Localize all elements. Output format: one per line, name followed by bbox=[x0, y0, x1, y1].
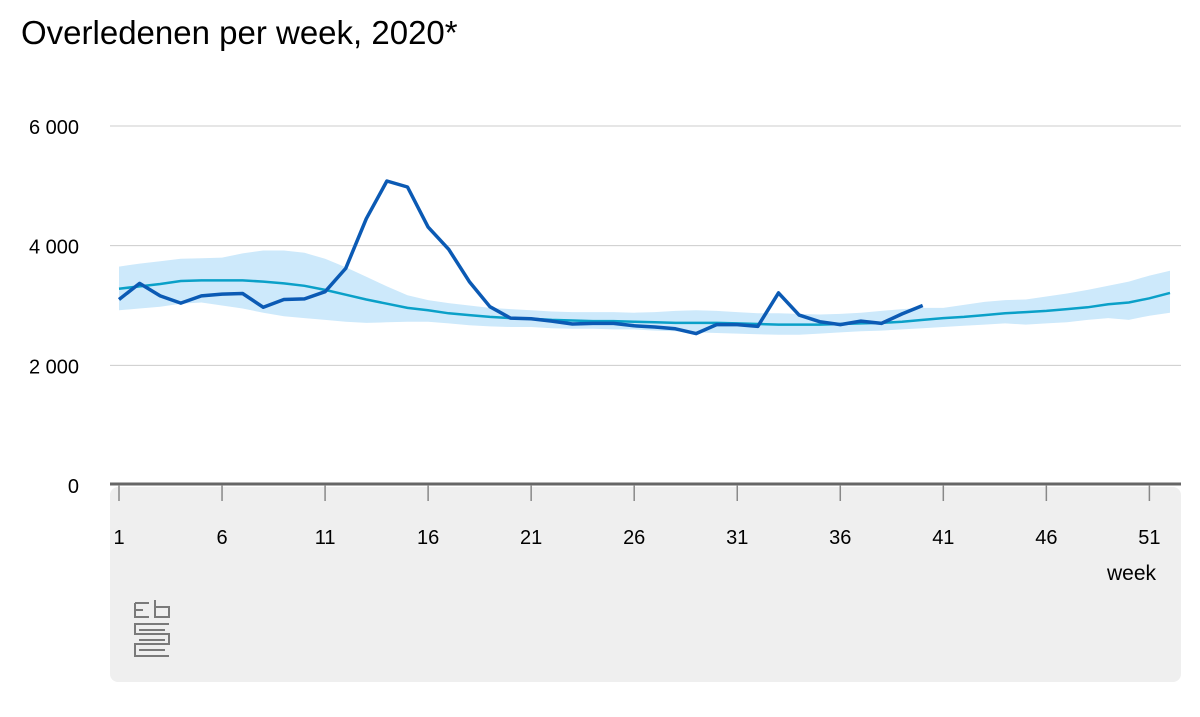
expected-range-band bbox=[119, 250, 1170, 335]
x-tick-label: 51 bbox=[1138, 527, 1160, 549]
y-tick-label: 0 bbox=[68, 476, 79, 498]
x-axis-ticks: 1 6 11 16 21 26 31 36 41 46 51 bbox=[113, 485, 1161, 549]
x-tick-label: 1 bbox=[113, 527, 124, 549]
expected-deaths-line bbox=[118, 279, 1171, 326]
gridlines bbox=[110, 125, 1181, 366]
y-tick-label: 4 000 bbox=[29, 237, 79, 259]
x-tick-label: 31 bbox=[726, 527, 748, 549]
x-tick-label: 6 bbox=[216, 527, 227, 549]
x-axis-label: week bbox=[1106, 562, 1157, 585]
chart-title: Overledenen per week, 2020* bbox=[21, 14, 458, 51]
x-tick-label: 16 bbox=[417, 527, 439, 549]
x-tick-label: 21 bbox=[520, 527, 542, 549]
cbs-logo-icon bbox=[134, 600, 170, 657]
footer-panel bbox=[110, 487, 1181, 682]
x-tick-label: 41 bbox=[932, 527, 954, 549]
y-tick-label: 2 000 bbox=[29, 356, 79, 378]
x-tick-label: 36 bbox=[829, 527, 851, 549]
observed-deaths-line bbox=[117, 179, 924, 336]
y-tick-label: 6 000 bbox=[29, 117, 79, 139]
x-tick-label: 46 bbox=[1035, 527, 1057, 549]
x-tick-label: 11 bbox=[315, 527, 336, 549]
y-axis-ticks: 0 2 000 4 000 6 000 bbox=[29, 117, 79, 498]
x-tick-label: 26 bbox=[623, 527, 645, 549]
